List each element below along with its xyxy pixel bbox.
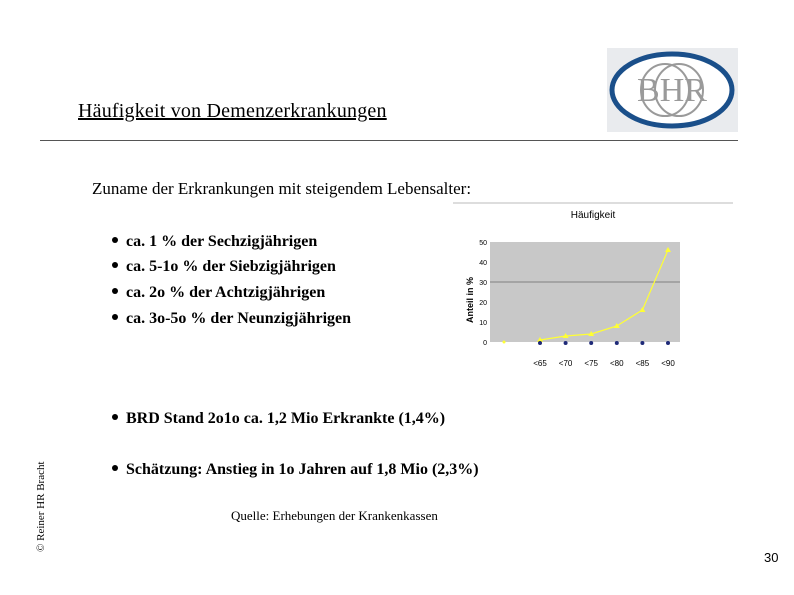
data-point: [502, 340, 506, 344]
series-line: [539, 249, 669, 341]
title-divider: [40, 140, 738, 141]
data-point: [562, 333, 569, 338]
chart-title: Häufigkeit: [571, 210, 616, 221]
bullet-item: ca. 2o % der Achtzigjährigen: [112, 284, 325, 302]
data-point: [589, 341, 594, 345]
bullet-dot-icon: [112, 465, 118, 472]
y-tick-label: 50: [479, 240, 487, 247]
y-tick-label: 0: [483, 340, 487, 347]
data-point: [537, 337, 543, 342]
y-tick-label: 10: [479, 320, 487, 327]
data-point: [614, 341, 619, 345]
logo: BHR: [607, 48, 738, 132]
bullet-item: ca. 5-1o % der Siebzigjährigen: [112, 258, 336, 276]
data-point: [588, 331, 595, 336]
bullet-text: ca. 1 % der Sechzigjährigen: [126, 233, 318, 250]
data-point: [665, 247, 671, 252]
y-axis-label: Anteil in %: [465, 277, 475, 323]
plot-area: [490, 242, 680, 342]
logo-text: BHR: [637, 72, 707, 109]
bullet-dot-icon: [112, 262, 118, 269]
chart-svg: Häufigkeit 0 10 20 30 40 50 <65 <70 <75 <80 <85 <90…: [453, 202, 733, 368]
bullet-dot-icon: [112, 288, 118, 295]
bullet-text: Schätzung: Anstieg in 1o Jahren auf 1,8 …: [126, 461, 479, 478]
bullet-dot-icon: [112, 237, 118, 244]
x-tick-label: <90: [661, 359, 675, 368]
x-tick-label: <75: [584, 359, 598, 368]
bullet-dot-icon: [112, 414, 118, 421]
bullet-text: ca. 5-1o % der Siebzigjährigen: [126, 258, 336, 275]
page-number: 30: [764, 550, 779, 565]
x-tick-label: <65: [533, 359, 547, 368]
data-point: [640, 341, 645, 345]
y-tick-label: 30: [479, 280, 487, 287]
chart: Häufigkeit 0 10 20 30 40 50 <65 <70 <75 <80 <85 <90…: [453, 200, 733, 372]
bullet-text: BRD Stand 2o1o ca. 1,2 Mio Erkrankte (1,…: [126, 410, 446, 427]
copyright-note: © Reiner HR Bracht: [35, 461, 47, 552]
data-point: [639, 307, 646, 312]
data-point: [538, 341, 542, 345]
x-tick-label: <80: [610, 359, 624, 368]
bullet-dot-icon: [112, 314, 118, 321]
slide-subtitle: Zuname der Erkrankungen mit steigendem L…: [92, 179, 472, 198]
bullet-item: ca. 3o-5o % der Neunzigjährigen: [112, 310, 351, 328]
source-note: Quelle: Erhebungen der Krankenkassen: [231, 508, 438, 523]
data-point: [666, 341, 670, 345]
bullet-item: Schätzung: Anstieg in 1o Jahren auf 1,8 …: [112, 461, 479, 479]
y-tick-label: 20: [479, 300, 487, 307]
data-point: [563, 341, 568, 345]
bullet-item: BRD Stand 2o1o ca. 1,2 Mio Erkrankte (1,…: [112, 410, 445, 428]
data-point: [613, 323, 620, 328]
x-tick-label: <70: [559, 359, 573, 368]
logo-graphic: BHR: [609, 51, 735, 129]
slide-title: Häufigkeit von Demenzerkrankungen: [78, 100, 387, 122]
y-tick-label: 40: [479, 260, 487, 267]
x-tick-label: <85: [636, 359, 650, 368]
bullet-item: ca. 1 % der Sechzigjährigen: [112, 233, 317, 251]
bullet-text: ca. 2o % der Achtzigjährigen: [126, 284, 326, 301]
bullet-text: ca. 3o-5o % der Neunzigjährigen: [126, 310, 352, 327]
